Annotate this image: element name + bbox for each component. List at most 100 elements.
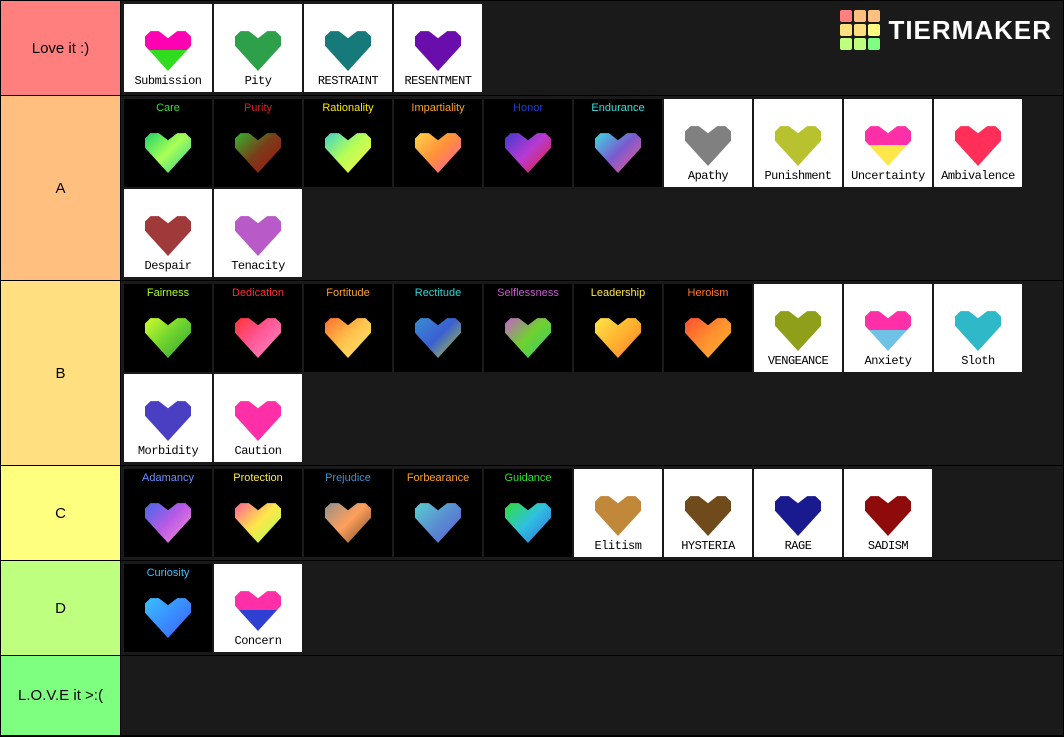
tier-item[interactable]: RAGE bbox=[754, 469, 842, 557]
tier-item[interactable]: Honor bbox=[484, 99, 572, 187]
heart-icon bbox=[325, 131, 371, 173]
item-label: Submission bbox=[124, 74, 212, 88]
tier-item[interactable]: Care bbox=[124, 99, 212, 187]
item-label: Fortitude bbox=[304, 287, 392, 299]
tier-item[interactable]: HYSTERIA bbox=[664, 469, 752, 557]
tier-item[interactable]: Rationality bbox=[304, 99, 392, 187]
heart-icon bbox=[415, 316, 461, 358]
heart-icon bbox=[505, 316, 551, 358]
tier-item[interactable]: Submission bbox=[124, 4, 212, 92]
item-label: Rationality bbox=[304, 102, 392, 114]
tier-item[interactable]: Guidance bbox=[484, 469, 572, 557]
heart-icon bbox=[775, 494, 821, 536]
tier-item[interactable]: Tenacity bbox=[214, 189, 302, 277]
tier-item[interactable]: Heroism bbox=[664, 284, 752, 372]
heart-icon bbox=[775, 124, 821, 166]
item-label: Rectitude bbox=[394, 287, 482, 299]
tier-item[interactable]: Adamancy bbox=[124, 469, 212, 557]
heart-icon bbox=[235, 29, 281, 71]
tier-items[interactable]: CarePurityRationalityImpartialityHonorEn… bbox=[121, 96, 1063, 280]
tier-item[interactable]: Forbearance bbox=[394, 469, 482, 557]
tier-item[interactable]: Ambivalence bbox=[934, 99, 1022, 187]
heart-icon bbox=[955, 309, 1001, 351]
tier-item[interactable]: Caution bbox=[214, 374, 302, 462]
tier-items[interactable]: Curiosity Concern bbox=[121, 561, 1063, 655]
tier-item[interactable]: Protection bbox=[214, 469, 302, 557]
item-label: VENGEANCE bbox=[754, 354, 842, 368]
item-label: Ambivalence bbox=[934, 169, 1022, 183]
tier-item[interactable]: Impartiality bbox=[394, 99, 482, 187]
tier-item[interactable]: Pity bbox=[214, 4, 302, 92]
tier-list: Love it :)SubmissionPityRESTRAINTRESENTM… bbox=[0, 0, 1064, 737]
item-label: Dedication bbox=[214, 287, 302, 299]
item-label: RESTRAINT bbox=[304, 74, 392, 88]
heart-icon bbox=[235, 589, 281, 631]
tier-item[interactable]: Selflessness bbox=[484, 284, 572, 372]
item-label: Purity bbox=[214, 102, 302, 114]
tier-item[interactable]: RESTRAINT bbox=[304, 4, 392, 92]
tier-item[interactable]: Punishment bbox=[754, 99, 842, 187]
tier-item[interactable]: Concern bbox=[214, 564, 302, 652]
tier-item[interactable]: Anxiety bbox=[844, 284, 932, 372]
heart-icon bbox=[775, 309, 821, 351]
item-label: Anxiety bbox=[844, 354, 932, 368]
heart-icon bbox=[415, 131, 461, 173]
tier-label[interactable]: D bbox=[1, 561, 121, 655]
item-label: Curiosity bbox=[124, 567, 212, 579]
item-label: HYSTERIA bbox=[664, 539, 752, 553]
item-label: Caution bbox=[214, 444, 302, 458]
tier-label[interactable]: A bbox=[1, 96, 121, 280]
item-label: Concern bbox=[214, 634, 302, 648]
tier-item[interactable]: Endurance bbox=[574, 99, 662, 187]
item-label: Leadership bbox=[574, 287, 662, 299]
tier-label[interactable]: L.O.V.E it >:( bbox=[1, 656, 121, 735]
tier-label[interactable]: C bbox=[1, 466, 121, 560]
tier-label[interactable]: B bbox=[1, 281, 121, 465]
item-label: Pity bbox=[214, 74, 302, 88]
tier-item[interactable]: VENGEANCE bbox=[754, 284, 842, 372]
item-label: Uncertainty bbox=[844, 169, 932, 183]
tier-item[interactable]: Curiosity bbox=[124, 564, 212, 652]
tier-item[interactable]: SADISM bbox=[844, 469, 932, 557]
heart-icon bbox=[145, 131, 191, 173]
tier-items[interactable] bbox=[121, 656, 1063, 735]
item-label: Endurance bbox=[574, 102, 662, 114]
heart-icon bbox=[235, 316, 281, 358]
item-label: RESENTMENT bbox=[394, 74, 482, 88]
heart-icon bbox=[145, 29, 191, 71]
tier-row: BFairnessDedicationFortitudeRectitudeSel… bbox=[1, 281, 1063, 466]
tier-item[interactable]: Leadership bbox=[574, 284, 662, 372]
tier-item[interactable]: Fairness bbox=[124, 284, 212, 372]
tier-items[interactable]: AdamancyProtectionPrejudiceForbearanceGu… bbox=[121, 466, 1063, 560]
tier-item[interactable]: Uncertainty bbox=[844, 99, 932, 187]
tier-item[interactable]: Dedication bbox=[214, 284, 302, 372]
tier-row: CAdamancyProtectionPrejudiceForbearanceG… bbox=[1, 466, 1063, 561]
tier-label[interactable]: Love it :) bbox=[1, 1, 121, 95]
tier-item[interactable]: Purity bbox=[214, 99, 302, 187]
logo-grid bbox=[840, 10, 880, 50]
heart-icon bbox=[595, 316, 641, 358]
heart-icon bbox=[595, 494, 641, 536]
heart-icon bbox=[865, 494, 911, 536]
tier-item[interactable]: Fortitude bbox=[304, 284, 392, 372]
heart-icon bbox=[145, 214, 191, 256]
item-label: Protection bbox=[214, 472, 302, 484]
tier-item[interactable]: Despair bbox=[124, 189, 212, 277]
heart-icon bbox=[505, 501, 551, 543]
tier-item[interactable]: RESENTMENT bbox=[394, 4, 482, 92]
item-label: Despair bbox=[124, 259, 212, 273]
tier-item[interactable]: Prejudice bbox=[304, 469, 392, 557]
tier-row: L.O.V.E it >:( bbox=[1, 656, 1063, 736]
tier-item[interactable]: Rectitude bbox=[394, 284, 482, 372]
item-label: Elitism bbox=[574, 539, 662, 553]
tier-item[interactable]: Apathy bbox=[664, 99, 752, 187]
tier-item[interactable]: Sloth bbox=[934, 284, 1022, 372]
tier-item[interactable]: Elitism bbox=[574, 469, 662, 557]
logo-text: TIERMAKER bbox=[888, 15, 1052, 46]
heart-icon bbox=[685, 494, 731, 536]
item-label: SADISM bbox=[844, 539, 932, 553]
tier-items[interactable]: FairnessDedicationFortitudeRectitudeSelf… bbox=[121, 281, 1063, 465]
item-label: Adamancy bbox=[124, 472, 212, 484]
item-label: Sloth bbox=[934, 354, 1022, 368]
tier-item[interactable]: Morbidity bbox=[124, 374, 212, 462]
